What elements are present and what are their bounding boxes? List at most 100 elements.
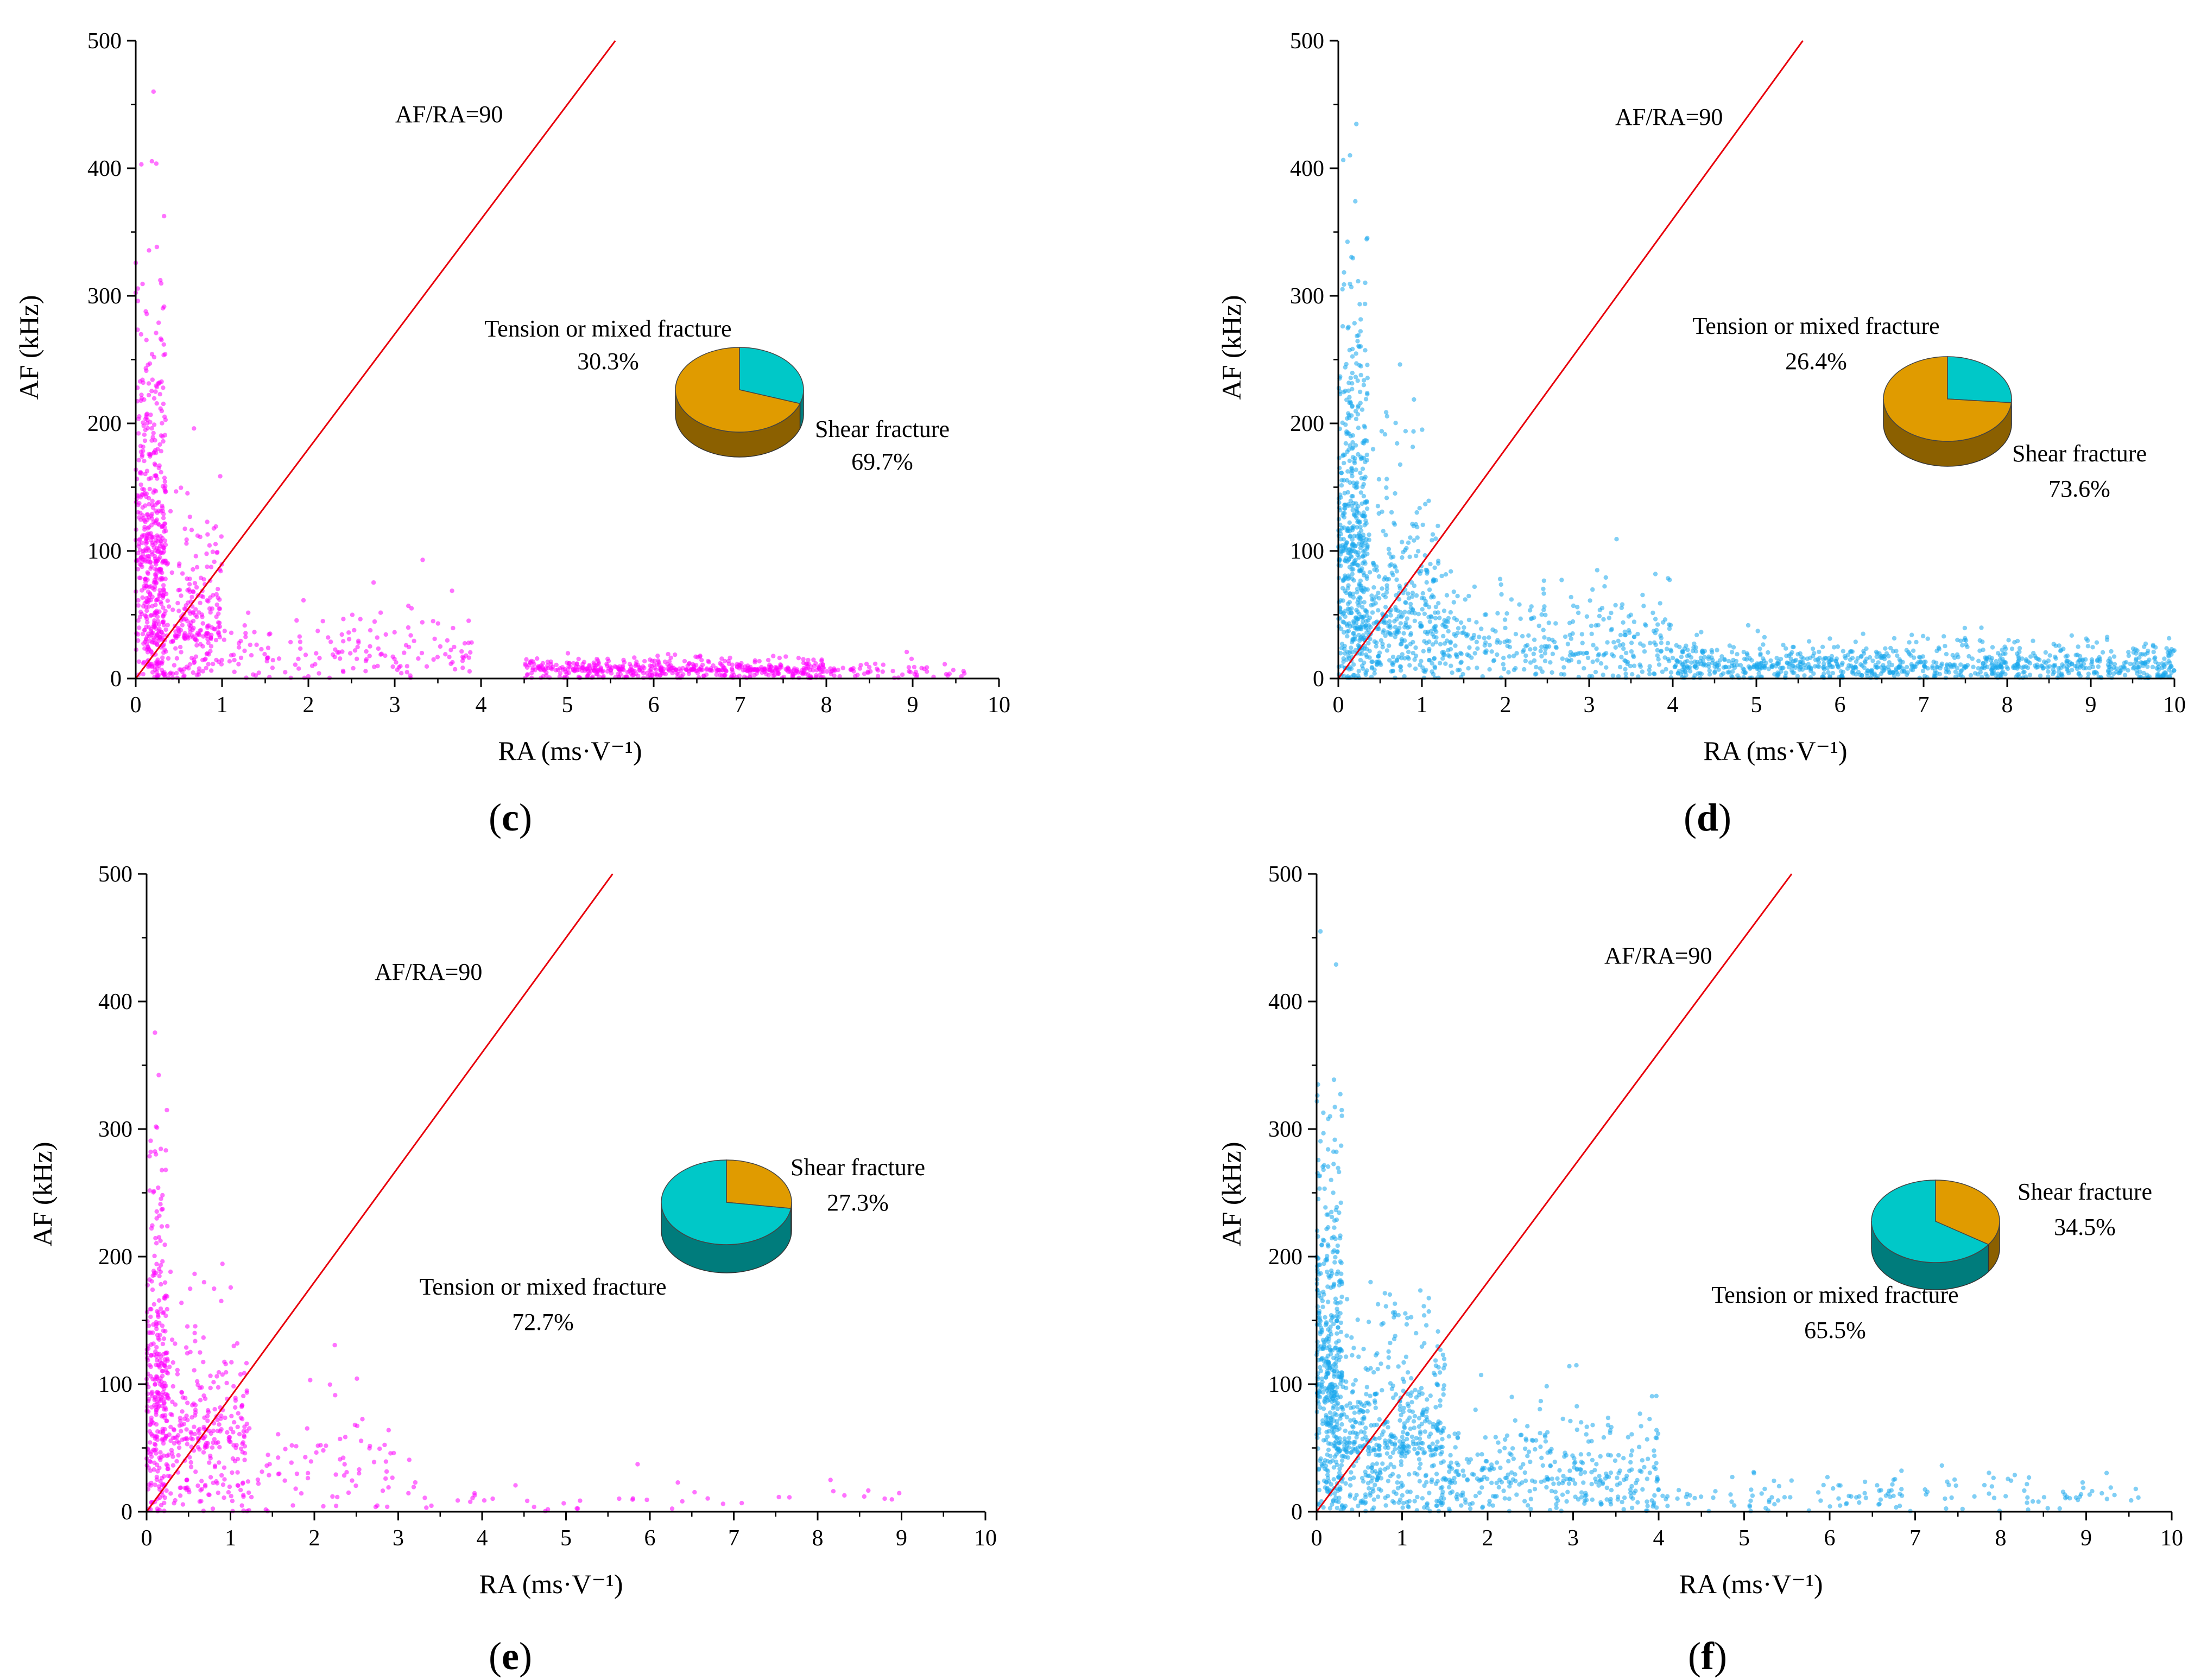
scatter-point [254,642,259,648]
scatter-point [139,392,144,397]
scatter-point [605,669,610,674]
scatter-point [1345,469,1350,474]
scatter-point [1811,671,1816,676]
scatter-point [1443,661,1448,666]
scatter-point [394,660,399,665]
scatter-point [513,1483,518,1488]
scatter-point [1336,1325,1340,1330]
scatter-point [1319,1462,1324,1467]
scatter-point [1938,665,1943,671]
scatter-point [1361,619,1365,624]
scatter-point [180,1395,185,1400]
scatter-point [161,401,166,407]
scatter-point [1332,1105,1337,1110]
scatter-point [1339,1295,1344,1299]
scatter-point [881,662,886,667]
scatter-point [584,674,590,679]
scatter-point [200,621,205,626]
scatter-point [216,620,221,625]
scatter-point [1357,344,1362,350]
scatter-point [1329,1177,1333,1182]
scatter-point [136,618,141,623]
scatter-point [392,630,397,635]
scatter-point [267,632,271,637]
scatter-point [1746,623,1751,628]
scatter-point [1421,649,1426,654]
scatter-point [1698,658,1703,664]
scatter-point [137,625,142,630]
scatter-point [293,662,298,667]
scatter-point [1450,670,1455,675]
scatter-point [2028,654,2033,659]
scatter-point [1413,645,1418,650]
scatter-point [1607,616,1611,620]
scatter-point [1342,673,1346,679]
scatter-point [163,1384,168,1389]
scatter-point [154,1410,159,1415]
scatter-point [173,1341,178,1346]
scatter-point [219,1298,224,1303]
scatter-point [1518,616,1523,622]
scatter-point [406,604,411,608]
reference-line-label: AF/RA=90 [1615,104,1723,130]
scatter-point [191,589,195,594]
scatter-point [1384,620,1389,625]
scatter-point [1350,256,1356,261]
scatter-point [371,1460,377,1465]
scatter-point [2165,650,2171,655]
scatter-point [1351,567,1356,572]
scatter-point [1386,576,1392,582]
scatter-point [1795,674,1800,679]
scatter-point [193,1469,198,1474]
scatter-point [195,533,200,538]
y-tick-label: 200 [87,411,122,436]
scatter-point [2150,664,2155,670]
scatter-point [155,614,160,619]
scatter-point [2106,668,2111,673]
scatter-point [1542,604,1547,609]
scatter-point [217,606,223,611]
scatter-point [140,595,145,600]
scatter-point [1345,490,1350,495]
scatter-point [435,621,440,626]
scatter-point [1406,540,1411,545]
scatter-point [1364,546,1370,551]
x-tick-label: 8 [2002,693,2013,718]
scatter-point [959,674,964,679]
scatter-point [1357,389,1363,395]
pie-slice [1947,356,2012,403]
scatter-point [1848,657,1853,662]
y-tick-label: 500 [87,29,122,54]
scatter-point [191,635,195,640]
scatter-point [175,600,180,606]
scatter-point [154,622,159,626]
scatter-point [154,161,159,166]
scatter-point [1400,555,1405,560]
scatter-point [671,665,676,670]
scatter-point [1358,524,1363,530]
scatter-point [135,299,141,303]
scatter-point [1338,563,1343,568]
x-axis-label: RA (ms·V⁻¹) [479,1569,623,1599]
scatter-point [150,1287,155,1292]
scatter-point [223,1415,227,1421]
scatter-point [1474,639,1479,644]
scatter-point [247,1426,252,1431]
scatter-point [1318,1357,1324,1362]
scatter-point [265,655,270,660]
scatter-point [1937,646,1942,651]
scatter-point [1384,648,1390,653]
scatter-point [214,550,219,555]
scatter-point [160,536,165,541]
scatter-point [208,1456,213,1461]
scatter-point [1454,653,1459,658]
scatter-point [1758,652,1763,658]
scatter-point [165,562,170,567]
scatter-point [1356,669,1361,674]
scatter-point [224,1370,229,1375]
scatter-point [168,1438,173,1443]
scatter-point [160,421,165,426]
scatter-point [407,644,412,650]
scatter-point [156,546,161,551]
scatter-point [1996,651,2001,656]
